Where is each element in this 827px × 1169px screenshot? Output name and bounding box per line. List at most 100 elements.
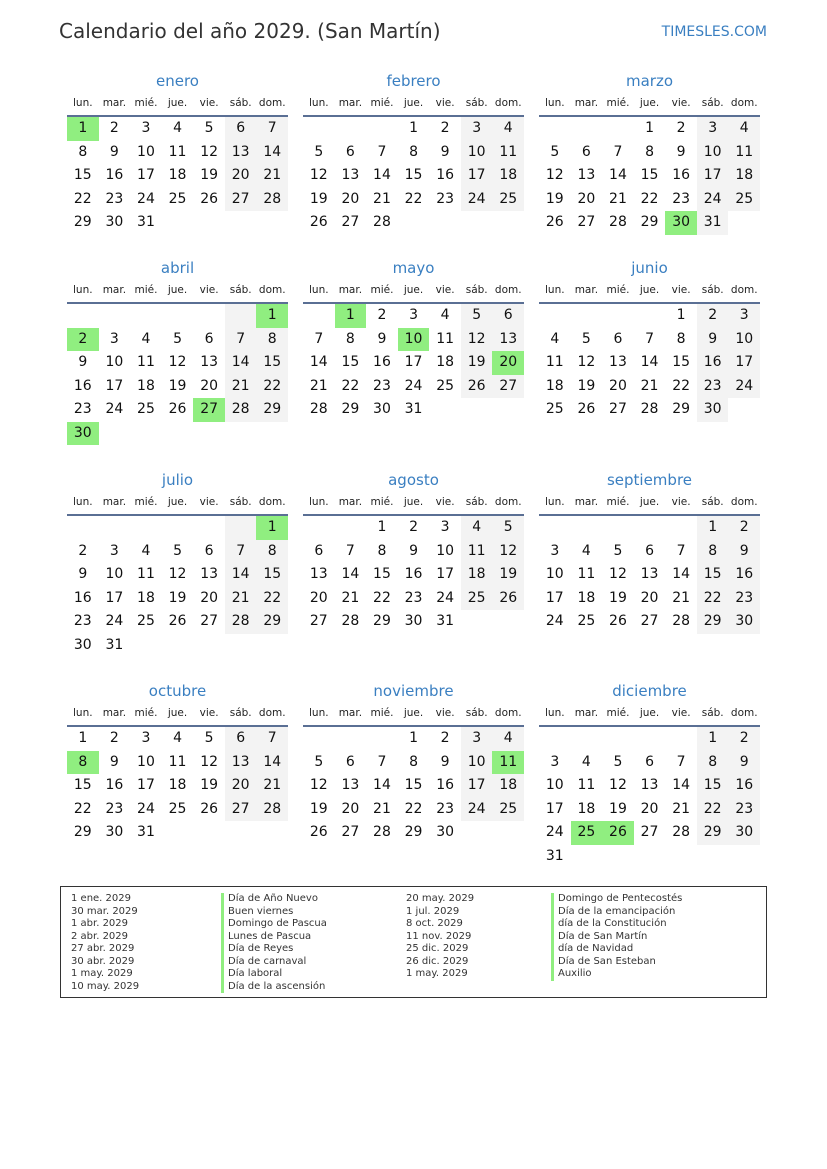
weekday-label: vie. <box>199 496 219 508</box>
empty-cell <box>335 117 367 141</box>
empty-cell <box>429 398 461 422</box>
empty-cell <box>256 422 288 446</box>
weekday-label: jue. <box>167 707 188 719</box>
month-abril: abril lun. mar. mié. jue. vie. sáb. dom. 1 2 3 4 5 6 7… <box>67 257 289 446</box>
weekday-header: lun. mar. mié. jue. vie. sáb. dom. <box>539 491 760 516</box>
day-cell: 20 <box>640 589 659 606</box>
day-cell: 9 <box>440 143 450 160</box>
day-cell: 16 <box>436 777 455 793</box>
day-cell: 15 <box>404 777 423 793</box>
day-cell: 21 <box>224 374 257 398</box>
day-cell: 13 <box>341 167 360 183</box>
day-cell: 27 <box>577 214 596 230</box>
weekday-label: dom. <box>730 97 758 109</box>
week-row: 16 17 18 19 20 21 22 <box>67 374 289 398</box>
day-cell: 5 <box>314 753 324 770</box>
weekday-label: mar. <box>102 496 127 508</box>
day-cell: 14 <box>672 566 691 582</box>
empty-cell <box>461 821 493 845</box>
weekday-label: mié. <box>606 284 630 296</box>
day-cell: 20 <box>309 589 328 606</box>
weekday-label: sáb. <box>701 97 724 109</box>
empty-cell <box>366 117 398 141</box>
day-cell: 6 <box>204 542 214 559</box>
week-row: 12 13 14 15 16 17 18 <box>303 774 525 798</box>
day-cell: 25 <box>577 613 596 629</box>
week-row: 24 25 26 27 28 29 30 <box>539 610 761 634</box>
weekday-label: sáb. <box>465 496 488 508</box>
week-row: 11 12 13 14 15 16 17 <box>539 351 761 375</box>
weekday-label: jue. <box>639 496 660 508</box>
day-cell: 11 <box>460 539 493 563</box>
empty-cell <box>571 304 603 328</box>
empty-cell <box>571 117 603 141</box>
day-cell: 22 <box>696 586 729 610</box>
day-cell: 21 <box>256 774 289 798</box>
empty-cell <box>728 845 760 869</box>
day-cell: 20 <box>341 190 360 207</box>
empty-cell <box>665 727 697 751</box>
day-cell: 6 <box>224 117 257 141</box>
empty-cell <box>634 516 666 540</box>
day-cell: 19 <box>460 351 493 375</box>
weekday-label: vie. <box>199 707 219 719</box>
empty-cell <box>665 516 697 540</box>
day-cell: 26 <box>200 190 219 207</box>
day-cell: 15 <box>73 167 92 183</box>
day-cell: 17 <box>137 777 155 793</box>
week-row: 30 <box>67 421 288 446</box>
week-row: 17 18 19 20 21 22 23 <box>539 797 761 821</box>
day-cell: 18 <box>460 563 493 587</box>
weekday-label: sáb. <box>229 284 252 296</box>
brand-link[interactable]: TIMESLES.COM <box>661 24 767 40</box>
day-cell: 6 <box>613 330 623 347</box>
day-cell: 13 <box>224 750 257 774</box>
weekday-label: mar. <box>338 707 363 719</box>
day-cell: 8 <box>696 539 729 563</box>
day-cell: 30 <box>728 610 761 634</box>
day-cell: 16 <box>105 167 124 183</box>
week-row: 5 6 7 8 9 10 11 <box>303 140 525 164</box>
day-cell: 24 <box>436 589 455 606</box>
empty-cell <box>539 516 571 540</box>
empty-cell <box>162 304 194 328</box>
day-cell: 26 <box>577 401 596 417</box>
day-cell: 19 <box>168 377 187 394</box>
day-cell: 2 <box>676 120 686 136</box>
day-cell: 18 <box>545 377 564 394</box>
day-cell: 17 <box>460 774 493 798</box>
legend-date: 27 abr. 2029 <box>71 943 135 954</box>
weekday-label: mié. <box>370 284 394 296</box>
empty-cell <box>665 845 697 869</box>
day-cell: 10 <box>105 566 124 582</box>
day-cell: 31 <box>137 214 155 230</box>
day-cell: 1 <box>409 730 418 746</box>
day-cell: 22 <box>256 374 289 398</box>
day-cell: 14 <box>640 354 659 370</box>
weekday-label: sáb. <box>701 496 724 508</box>
day-cell: 13 <box>200 354 219 370</box>
day-cell: 15 <box>696 774 729 798</box>
empty-cell <box>539 727 571 751</box>
weekday-label: mar. <box>574 496 599 508</box>
day-cell: 9 <box>696 327 729 351</box>
month-title: diciembre <box>612 682 687 700</box>
day-cell: 3 <box>696 117 729 141</box>
day-cell: 21 <box>309 377 328 394</box>
day-cell: 10 <box>545 777 564 793</box>
day-cell: 14 <box>672 777 691 793</box>
empty-cell <box>225 821 257 845</box>
week-row: 20 21 22 23 24 25 26 <box>303 586 525 610</box>
legend-holiday-name: Día de San Esteban <box>551 955 682 968</box>
empty-cell <box>256 211 288 235</box>
day-cell: 24 <box>460 187 493 211</box>
day-cell: 21 <box>341 589 360 606</box>
day-cell: 22 <box>341 377 360 394</box>
day-cell: 10 <box>137 143 155 160</box>
day-cell: 17 <box>105 589 124 606</box>
